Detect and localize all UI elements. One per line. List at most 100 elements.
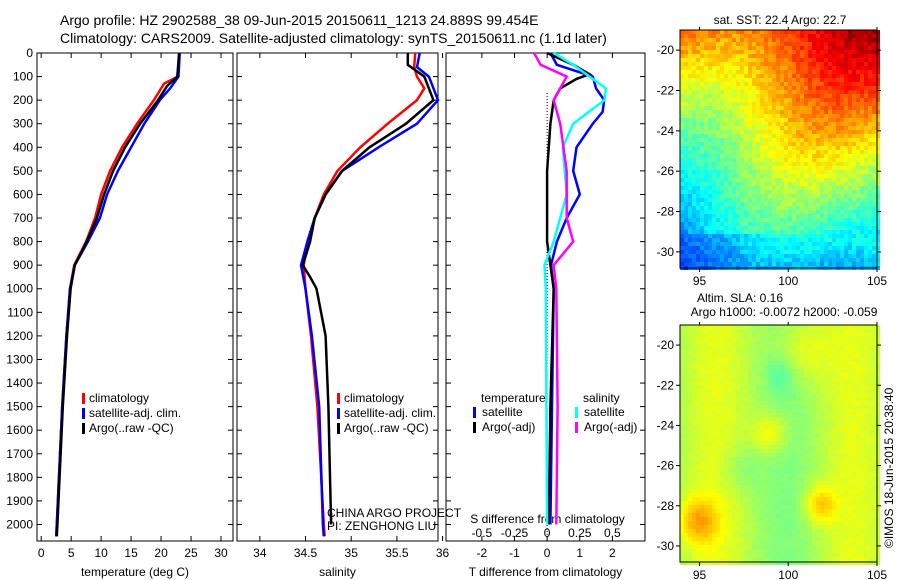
map-cell (812, 329, 816, 333)
map-cell (700, 154, 704, 158)
map-cell (820, 218, 824, 222)
map-cell (724, 401, 728, 405)
map-cell (852, 373, 856, 377)
map-cell (752, 222, 756, 226)
map-cell (704, 62, 708, 66)
map-cell (788, 150, 792, 154)
map-cell (720, 74, 724, 78)
map-cell (700, 186, 704, 190)
map-cell (728, 425, 732, 429)
map-cell (820, 409, 824, 413)
map-cell (756, 429, 760, 433)
map-cell (760, 90, 764, 94)
map-cell (808, 345, 812, 349)
map-cell (808, 126, 812, 130)
map-cell (868, 102, 872, 106)
map-cell (824, 90, 828, 94)
map-cell (716, 138, 720, 142)
map-cell (844, 66, 848, 70)
map-cell (864, 234, 868, 238)
map-cell (860, 50, 864, 54)
map-cell (812, 242, 816, 246)
map-cell (844, 30, 848, 34)
map-cell (876, 377, 880, 381)
map-cell (836, 230, 840, 234)
map-cell (732, 337, 736, 341)
map-cell (692, 110, 696, 114)
map-cell (836, 54, 840, 58)
map-cell (836, 373, 840, 377)
map-cell (852, 417, 856, 421)
map-cell (872, 409, 876, 413)
map-cell (744, 30, 748, 34)
map-cell (704, 102, 708, 106)
map-cell (716, 150, 720, 154)
map-cell (808, 226, 812, 230)
map-cell (732, 154, 736, 158)
map-cell (756, 353, 760, 357)
map-cell (680, 122, 684, 126)
map-cell (804, 421, 808, 425)
map-cell (792, 154, 796, 158)
map-cell (704, 369, 708, 373)
map-cell (680, 389, 684, 393)
map-cell (784, 174, 788, 178)
map-cell (744, 178, 748, 182)
map-cell (808, 242, 812, 246)
map-cell (824, 250, 828, 254)
map-cell (824, 369, 828, 373)
map-cell (872, 142, 876, 146)
map-cell (788, 258, 792, 262)
map-cell (768, 250, 772, 254)
map-cell (876, 174, 880, 178)
map-cell (872, 413, 876, 417)
map-cell (780, 222, 784, 226)
map-cell (772, 146, 776, 150)
map-cell (696, 86, 700, 90)
map-cell (868, 349, 872, 353)
map-cell (716, 122, 720, 126)
map-cell (812, 365, 816, 369)
map-cell (788, 174, 792, 178)
map-cell (832, 437, 836, 441)
map-cell (820, 90, 824, 94)
map-cell (744, 66, 748, 70)
map-cell (832, 349, 836, 353)
map-cell (728, 262, 732, 266)
map-cell (776, 106, 780, 110)
map-cell (840, 222, 844, 226)
map-cell (696, 130, 700, 134)
map-cell (868, 246, 872, 250)
map-cell (868, 42, 872, 46)
map-cell (760, 194, 764, 198)
map-cell (872, 262, 876, 266)
map-cell (812, 66, 816, 70)
map-cell (760, 66, 764, 70)
map-cell (796, 70, 800, 74)
map-cell (712, 254, 716, 258)
map-cell (832, 214, 836, 218)
map-cell (860, 190, 864, 194)
map-cell (744, 38, 748, 42)
map-cell (804, 373, 808, 377)
map-cell (848, 222, 852, 226)
map-cell (848, 106, 852, 110)
map-cell (812, 385, 816, 389)
map-cell (848, 457, 852, 461)
map-cell (704, 377, 708, 381)
map-cell (696, 405, 700, 409)
map-cell (832, 337, 836, 341)
map-cell (824, 194, 828, 198)
map-cell (792, 106, 796, 110)
map-cell (720, 78, 724, 82)
map-cell (844, 441, 848, 445)
map-cell (808, 238, 812, 242)
map-cell (788, 385, 792, 389)
map-cell (792, 425, 796, 429)
map-cell (800, 150, 804, 154)
map-cell (696, 389, 700, 393)
map-cell (852, 98, 856, 102)
map-cell (720, 417, 724, 421)
map-cell (832, 429, 836, 433)
map-cell (820, 373, 824, 377)
